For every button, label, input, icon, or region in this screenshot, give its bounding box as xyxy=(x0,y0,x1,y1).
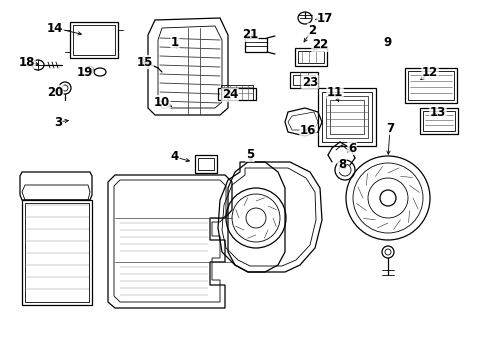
Text: 14: 14 xyxy=(47,22,63,35)
Text: 16: 16 xyxy=(299,123,316,136)
Bar xyxy=(422,111,454,131)
Text: 15: 15 xyxy=(137,55,153,68)
Bar xyxy=(218,88,256,100)
Bar xyxy=(407,71,453,100)
Text: 8: 8 xyxy=(337,158,346,171)
Text: 22: 22 xyxy=(311,39,327,51)
Bar xyxy=(321,92,371,142)
Bar xyxy=(325,96,367,138)
Text: 24: 24 xyxy=(222,89,238,102)
Text: 2: 2 xyxy=(307,23,315,36)
Bar xyxy=(292,75,314,85)
Bar xyxy=(289,72,317,88)
Text: 4: 4 xyxy=(170,150,179,163)
Text: 11: 11 xyxy=(326,85,343,99)
Bar xyxy=(195,155,217,173)
Text: 1: 1 xyxy=(171,36,179,49)
Bar xyxy=(329,100,363,134)
Bar xyxy=(404,68,456,103)
Text: 20: 20 xyxy=(47,85,63,99)
Text: 18: 18 xyxy=(19,55,35,68)
Bar xyxy=(317,88,375,146)
Text: 10: 10 xyxy=(154,95,170,108)
Text: 23: 23 xyxy=(301,76,318,89)
Text: 3: 3 xyxy=(54,116,62,129)
Bar xyxy=(25,203,89,302)
Bar xyxy=(419,108,457,134)
Bar xyxy=(70,22,118,58)
Text: 12: 12 xyxy=(421,66,437,78)
Text: 7: 7 xyxy=(385,122,393,135)
Text: 21: 21 xyxy=(242,28,258,41)
Text: 13: 13 xyxy=(429,105,445,118)
Bar xyxy=(73,25,115,55)
Text: 5: 5 xyxy=(245,148,254,162)
Bar xyxy=(198,158,214,170)
Bar xyxy=(221,85,252,100)
Bar xyxy=(294,48,326,66)
Bar xyxy=(244,38,266,52)
Bar xyxy=(297,51,324,63)
Text: 9: 9 xyxy=(383,36,391,49)
Text: 17: 17 xyxy=(316,12,332,24)
Text: 19: 19 xyxy=(77,66,93,78)
Bar xyxy=(22,200,92,305)
Text: 6: 6 xyxy=(347,141,355,154)
